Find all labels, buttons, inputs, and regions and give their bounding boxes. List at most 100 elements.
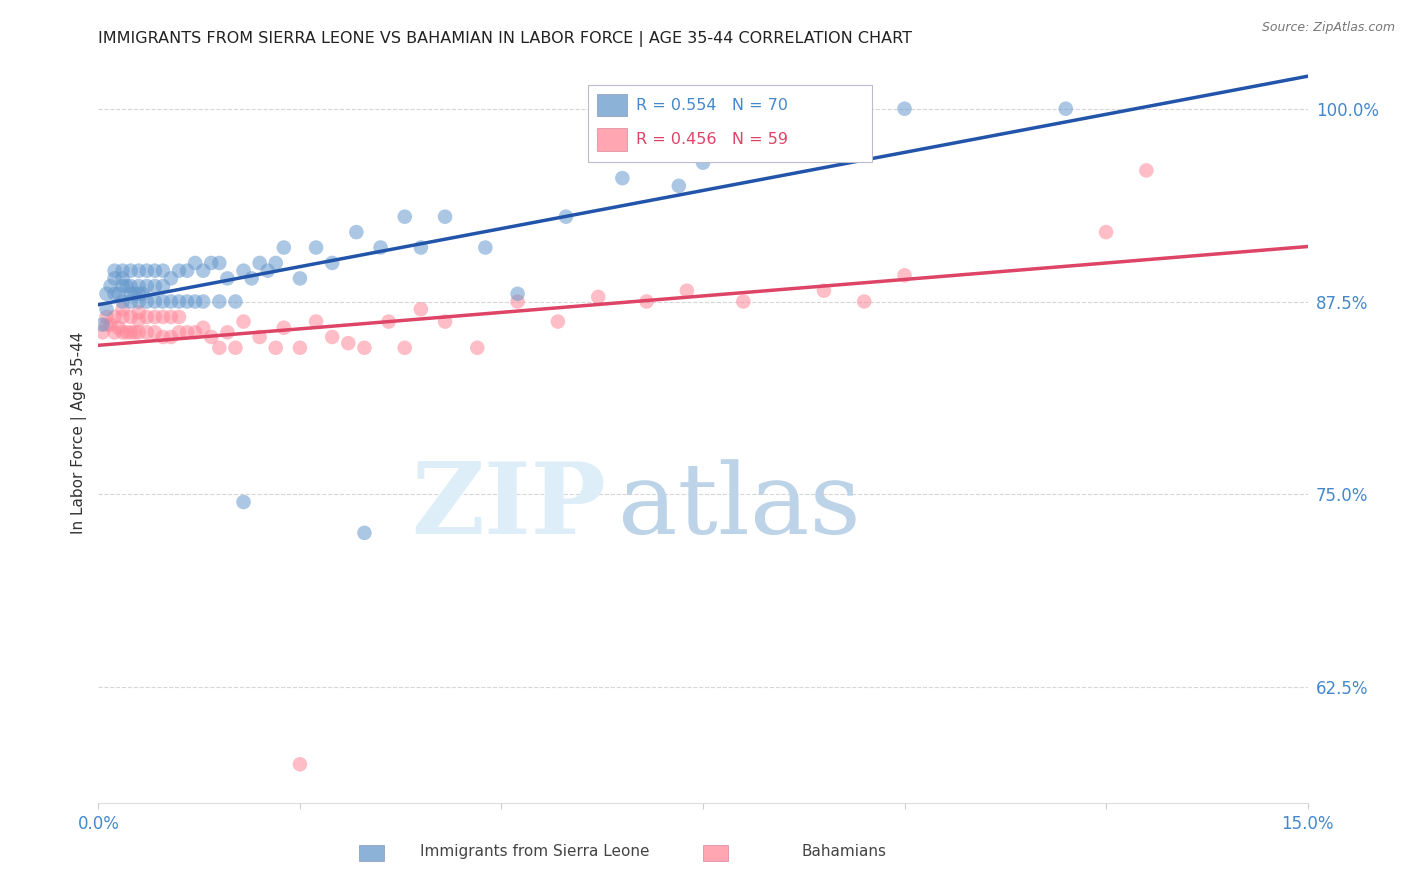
- Point: [612, 171, 634, 186]
- Point: [184, 326, 207, 340]
- Point: [128, 305, 150, 319]
- Point: [692, 155, 714, 169]
- Point: [152, 263, 174, 277]
- Point: [200, 256, 222, 270]
- Point: [124, 326, 146, 340]
- Point: [160, 271, 183, 285]
- Point: [394, 341, 416, 355]
- Point: [256, 263, 278, 277]
- Point: [1135, 163, 1157, 178]
- Point: [377, 315, 399, 329]
- Text: IMMIGRANTS FROM SIERRA LEONE VS BAHAMIAN IN LABOR FORCE | AGE 35-44 CORRELATION : IMMIGRANTS FROM SIERRA LEONE VS BAHAMIAN…: [98, 31, 912, 47]
- FancyBboxPatch shape: [596, 95, 627, 117]
- Text: atlas: atlas: [619, 458, 860, 555]
- Point: [160, 330, 183, 344]
- Point: [370, 240, 392, 254]
- Point: [107, 320, 129, 334]
- Point: [143, 310, 166, 324]
- Point: [135, 263, 157, 277]
- Point: [135, 279, 157, 293]
- Point: [167, 263, 190, 277]
- Point: [184, 294, 207, 309]
- Point: [217, 326, 239, 340]
- Point: [143, 263, 166, 277]
- Point: [128, 279, 150, 293]
- Point: [224, 341, 246, 355]
- Point: [128, 263, 150, 277]
- Point: [474, 240, 496, 254]
- Point: [91, 318, 114, 332]
- Point: [200, 330, 222, 344]
- Point: [193, 320, 215, 334]
- Point: [893, 268, 915, 283]
- Point: [111, 326, 134, 340]
- Point: [100, 318, 122, 332]
- Point: [176, 294, 198, 309]
- Point: [232, 495, 254, 509]
- Point: [240, 271, 263, 285]
- FancyBboxPatch shape: [588, 85, 872, 162]
- Point: [305, 315, 328, 329]
- Point: [249, 256, 271, 270]
- Point: [353, 341, 375, 355]
- Text: Source: ZipAtlas.com: Source: ZipAtlas.com: [1261, 21, 1395, 35]
- Point: [143, 279, 166, 293]
- Point: [103, 326, 125, 340]
- Point: [120, 279, 142, 293]
- Point: [167, 294, 190, 309]
- Point: [120, 286, 142, 301]
- Point: [555, 210, 578, 224]
- Point: [128, 326, 150, 340]
- Point: [208, 256, 231, 270]
- Point: [273, 320, 295, 334]
- Point: [128, 286, 150, 301]
- Point: [288, 757, 311, 772]
- Point: [208, 341, 231, 355]
- Point: [288, 271, 311, 285]
- Point: [217, 271, 239, 285]
- Point: [353, 525, 375, 540]
- Point: [135, 294, 157, 309]
- Point: [111, 302, 134, 317]
- Point: [586, 290, 609, 304]
- Point: [1054, 102, 1077, 116]
- Point: [96, 318, 118, 332]
- Point: [103, 263, 125, 277]
- Point: [124, 286, 146, 301]
- Point: [409, 302, 432, 317]
- Point: [103, 286, 125, 301]
- Point: [184, 256, 207, 270]
- Point: [111, 271, 134, 285]
- Point: [193, 263, 215, 277]
- Point: [96, 286, 118, 301]
- Point: [152, 294, 174, 309]
- Point: [111, 263, 134, 277]
- Point: [547, 315, 569, 329]
- Point: [288, 341, 311, 355]
- Point: [813, 284, 835, 298]
- Point: [120, 294, 142, 309]
- Point: [636, 294, 658, 309]
- Point: [506, 286, 529, 301]
- Point: [128, 294, 150, 309]
- Text: Bahamians: Bahamians: [801, 845, 886, 859]
- Point: [668, 178, 690, 193]
- Point: [115, 279, 138, 293]
- Point: [321, 330, 343, 344]
- Point: [135, 326, 157, 340]
- Point: [264, 256, 287, 270]
- Text: R = 0.554   N = 70: R = 0.554 N = 70: [637, 98, 789, 113]
- Text: R = 0.456   N = 59: R = 0.456 N = 59: [637, 132, 789, 147]
- Point: [152, 310, 174, 324]
- Point: [152, 279, 174, 293]
- Point: [111, 310, 134, 324]
- Point: [193, 294, 215, 309]
- Text: ZIP: ZIP: [412, 458, 606, 555]
- Point: [120, 310, 142, 324]
- Point: [208, 294, 231, 309]
- Point: [232, 263, 254, 277]
- Point: [893, 102, 915, 116]
- Point: [96, 310, 118, 324]
- Text: Immigrants from Sierra Leone: Immigrants from Sierra Leone: [419, 845, 650, 859]
- Point: [506, 294, 529, 309]
